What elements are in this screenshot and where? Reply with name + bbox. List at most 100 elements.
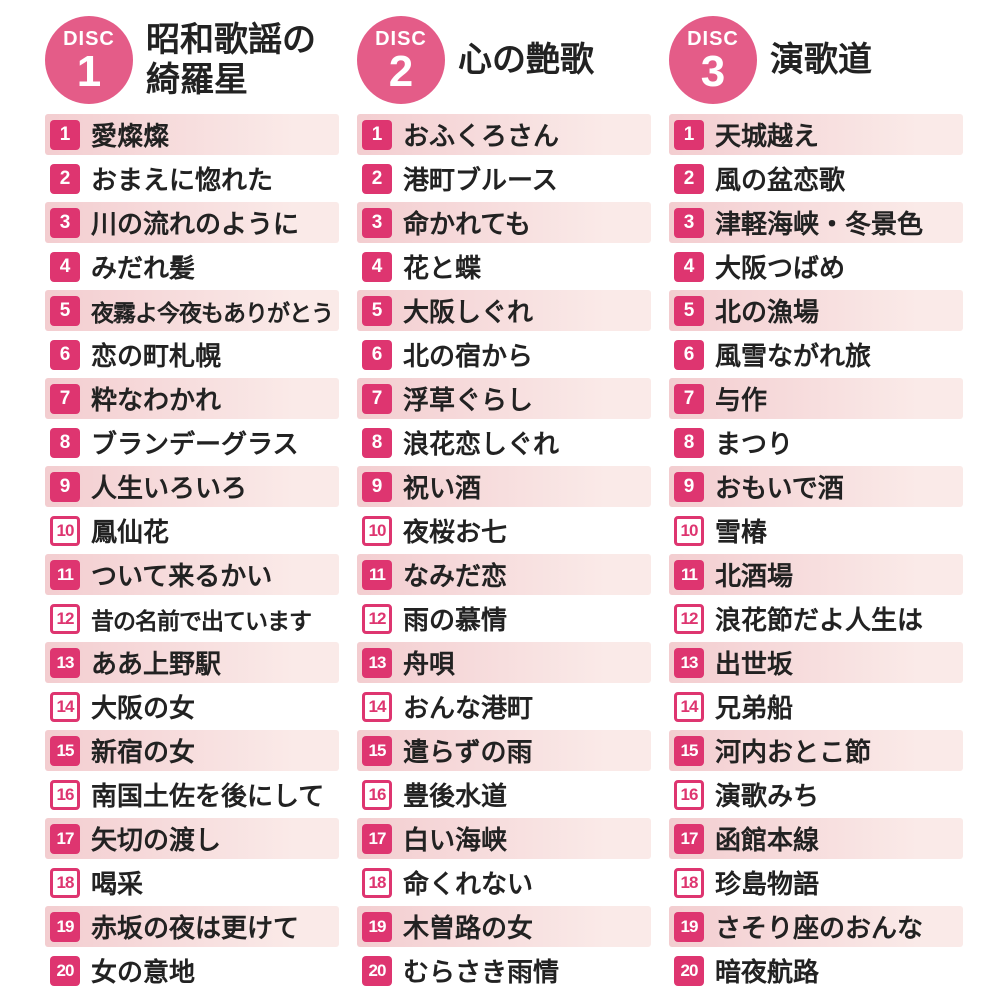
track-row: 1 おふくろさん bbox=[357, 114, 651, 155]
disc-title-line: 心の艶歌 bbox=[458, 40, 594, 79]
track-number-badge: 11 bbox=[362, 559, 392, 590]
track-title: 雨の慕情 bbox=[403, 605, 508, 635]
track-title: 大阪つばめ bbox=[715, 253, 846, 283]
track-number-badge: 4 bbox=[50, 251, 80, 282]
disc-label: DISC bbox=[375, 27, 427, 50]
track-row: 1 愛燦燦 bbox=[45, 114, 339, 155]
track-row: 16 豊後水道 bbox=[357, 774, 651, 815]
track-row: 10 雪椿 bbox=[669, 510, 963, 551]
track-number-badge: 18 bbox=[674, 867, 704, 898]
track-title: 風雪ながれ旅 bbox=[715, 341, 872, 371]
track-title: 木曽路の女 bbox=[403, 913, 534, 943]
track-number-badge: 13 bbox=[674, 647, 704, 678]
track-number-badge: 16 bbox=[50, 779, 80, 810]
disc-column-1: DISC 1 昭和歌謡の 綺羅星 1 愛燦燦 2 おまえに惚れた 3 川の流れのように 4 みだれ髪 5… bbox=[45, 14, 339, 994]
track-row: 5 大阪しぐれ bbox=[357, 290, 651, 331]
track-title: 恋の町札幌 bbox=[91, 341, 222, 371]
track-number-badge: 6 bbox=[674, 339, 704, 370]
track-number-badge: 3 bbox=[674, 207, 704, 238]
track-row: 2 おまえに惚れた bbox=[45, 158, 339, 199]
track-title: 浪花節だよ人生は bbox=[715, 605, 924, 635]
track-title: 河内おとこ節 bbox=[715, 737, 872, 767]
track-number-badge: 3 bbox=[50, 207, 80, 238]
track-row: 11 なみだ恋 bbox=[357, 554, 651, 595]
track-row: 13 ああ上野駅 bbox=[45, 642, 339, 683]
track-row: 2 港町ブルース bbox=[357, 158, 651, 199]
track-row: 19 さそり座のおんな bbox=[669, 906, 963, 947]
track-number-badge: 9 bbox=[50, 471, 80, 502]
track-number-badge: 15 bbox=[674, 735, 704, 766]
track-title: なみだ恋 bbox=[403, 561, 508, 591]
disc-header: DISC 1 昭和歌謡の 綺羅星 bbox=[45, 14, 339, 106]
track-row: 20 むらさき雨情 bbox=[357, 950, 651, 991]
track-title: 津軽海峡・冬景色 bbox=[715, 209, 924, 239]
disc-number: 3 bbox=[700, 46, 726, 96]
track-number-badge: 2 bbox=[50, 163, 80, 194]
track-row: 4 花と蝶 bbox=[357, 246, 651, 287]
track-number-badge: 12 bbox=[674, 603, 704, 634]
track-row: 18 喝采 bbox=[45, 862, 339, 903]
track-number-badge: 16 bbox=[674, 779, 704, 810]
track-title: 珍島物語 bbox=[715, 869, 820, 899]
track-title: 豊後水道 bbox=[403, 781, 508, 811]
track-row: 15 遣らずの雨 bbox=[357, 730, 651, 771]
disc-column-3: DISC 3 演歌道 1 天城越え 2 風の盆恋歌 3 津軽海峡・冬景色 4 大阪つばめ 5 北の漁場 6… bbox=[669, 14, 963, 994]
track-number-badge: 8 bbox=[50, 427, 80, 458]
track-number-badge: 1 bbox=[362, 119, 392, 150]
track-title: ついて来るかい bbox=[91, 561, 273, 591]
track-row: 8 ブランデーグラス bbox=[45, 422, 339, 463]
track-row: 6 恋の町札幌 bbox=[45, 334, 339, 375]
track-row: 7 粋なわかれ bbox=[45, 378, 339, 419]
track-number-badge: 10 bbox=[674, 515, 704, 546]
disc-title-line: 演歌道 bbox=[770, 40, 872, 79]
track-number-badge: 2 bbox=[674, 163, 704, 194]
track-number-badge: 5 bbox=[674, 295, 704, 326]
track-title: 函館本線 bbox=[715, 825, 820, 855]
track-row: 18 命くれない bbox=[357, 862, 651, 903]
track-title: 女の意地 bbox=[91, 957, 196, 987]
track-title: 夜霧よ今夜もありがとう bbox=[91, 299, 334, 326]
track-row: 9 祝い酒 bbox=[357, 466, 651, 507]
track-title: 与作 bbox=[715, 385, 768, 415]
track-number-badge: 12 bbox=[362, 603, 392, 634]
track-title: 雪椿 bbox=[715, 517, 768, 547]
track-row: 12 浪花節だよ人生は bbox=[669, 598, 963, 639]
track-number-badge: 7 bbox=[674, 383, 704, 414]
track-title: さそり座のおんな bbox=[715, 913, 924, 943]
track-row: 6 風雪ながれ旅 bbox=[669, 334, 963, 375]
track-row: 13 出世坂 bbox=[669, 642, 963, 683]
track-row: 9 人生いろいろ bbox=[45, 466, 339, 507]
track-number-badge: 14 bbox=[50, 691, 80, 722]
track-number-badge: 10 bbox=[362, 515, 392, 546]
track-row: 11 北酒場 bbox=[669, 554, 963, 595]
track-title: 暗夜航路 bbox=[715, 957, 820, 987]
track-row: 1 天城越え bbox=[669, 114, 963, 155]
track-row: 19 木曽路の女 bbox=[357, 906, 651, 947]
track-title: 人生いろいろ bbox=[91, 473, 248, 503]
track-number-badge: 7 bbox=[362, 383, 392, 414]
track-number-badge: 9 bbox=[674, 471, 704, 502]
track-row: 15 新宿の女 bbox=[45, 730, 339, 771]
track-number-badge: 13 bbox=[50, 647, 80, 678]
track-number-badge: 4 bbox=[362, 251, 392, 282]
disc-title-line: 昭和歌謡の bbox=[146, 20, 316, 59]
track-number-badge: 11 bbox=[50, 559, 80, 590]
track-title: 粋なわかれ bbox=[91, 385, 222, 415]
track-number-badge: 16 bbox=[362, 779, 392, 810]
track-title: 天城越え bbox=[715, 121, 820, 151]
track-row: 19 赤坂の夜は更けて bbox=[45, 906, 339, 947]
track-number-badge: 14 bbox=[362, 691, 392, 722]
track-title: 演歌みち bbox=[715, 781, 820, 811]
track-title: 出世坂 bbox=[715, 649, 794, 679]
track-number-badge: 19 bbox=[50, 911, 80, 942]
track-number-badge: 6 bbox=[362, 339, 392, 370]
disc-number-badge: DISC 2 bbox=[357, 16, 445, 104]
disc-label: DISC bbox=[687, 27, 739, 50]
track-row: 7 浮草ぐらし bbox=[357, 378, 651, 419]
track-title: ブランデーグラス bbox=[91, 429, 299, 459]
track-title: 浮草ぐらし bbox=[403, 385, 534, 415]
track-title: 矢切の渡し bbox=[91, 825, 222, 855]
track-number-badge: 20 bbox=[50, 955, 80, 986]
track-row: 8 まつり bbox=[669, 422, 963, 463]
track-row: 12 雨の慕情 bbox=[357, 598, 651, 639]
